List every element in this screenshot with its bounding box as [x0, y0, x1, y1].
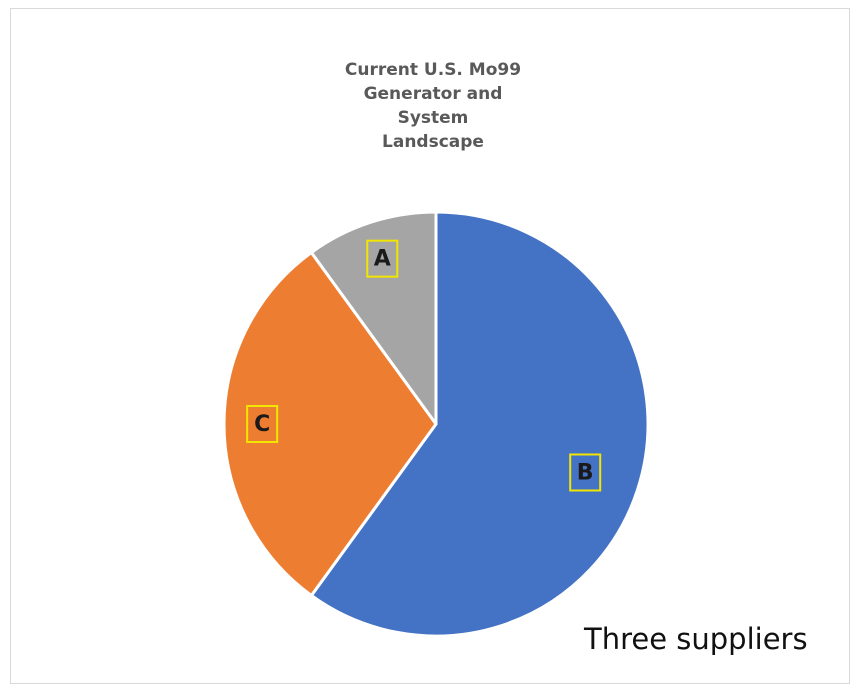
- footnote-text: Three suppliers: [584, 622, 808, 656]
- data-label-a: A: [374, 247, 391, 272]
- chart-title-line-2: Generator and: [363, 84, 503, 104]
- chart-title-line-3: System: [397, 108, 469, 128]
- data-label-c: C: [254, 412, 270, 437]
- data-label-box-c: [246, 405, 279, 443]
- chart-title-line-1: Current U.S. Mo99: [344, 60, 522, 80]
- chart-title: Current U.S. Mo99 Generator and System L…: [283, 58, 583, 154]
- data-label-box-b: [569, 453, 602, 492]
- data-label-box-a: [366, 239, 399, 278]
- chart-title-line-4: Landscape: [382, 132, 484, 152]
- pie-slice-b: [309, 210, 650, 638]
- data-label-b: B: [577, 460, 594, 485]
- pie-slice-c: [222, 250, 438, 598]
- pie-slice-a: [309, 210, 438, 426]
